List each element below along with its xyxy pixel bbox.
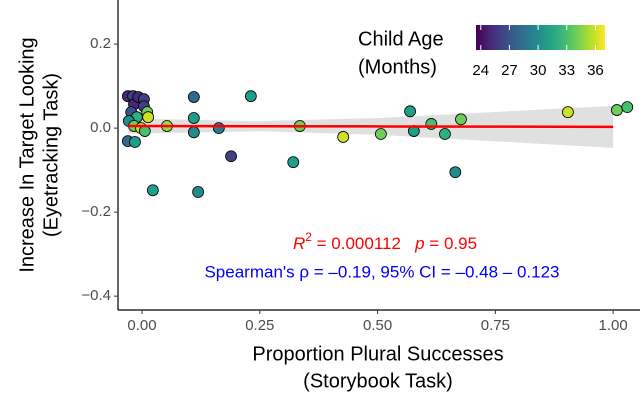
y-axis-title: Increase In Target Looking — [16, 37, 38, 272]
data-point — [374, 128, 387, 140]
data-point — [129, 136, 141, 148]
data-point — [146, 184, 159, 197]
x-axis-title: Proportion Plural Successes — [252, 343, 503, 365]
data-point — [244, 90, 257, 103]
data-point — [187, 112, 200, 124]
x-tick-label: 0.75 — [481, 317, 510, 334]
annotation-part: R — [293, 234, 305, 253]
x-tick-label: 0.50 — [363, 317, 392, 334]
colorbar-tick-label: 33 — [558, 62, 575, 79]
annotation-part: = 0.000112 — [312, 234, 415, 253]
legend-title: Child Age — [358, 28, 444, 50]
data-point — [187, 91, 200, 103]
x-tick-label: 0.00 — [127, 317, 156, 334]
colorbar-tick-label: 27 — [501, 62, 518, 79]
colorbar — [476, 25, 605, 50]
colorbar-tick-label: 36 — [587, 62, 604, 79]
data-point — [212, 122, 225, 135]
data-point — [449, 166, 462, 179]
annotation-part: 2 — [305, 230, 312, 244]
data-point — [455, 113, 467, 126]
annotation-part: p — [414, 234, 424, 253]
annotation: Spearman's ρ = –0.19, 95% CI = –0.48 – 0… — [204, 262, 559, 281]
x-tick-label: 0.25 — [245, 317, 274, 334]
y-tick-label: 0.0 — [90, 119, 111, 136]
data-point — [562, 106, 574, 119]
data-point — [287, 156, 300, 169]
annotation: R2 = 0.000112 p = 0.95 — [293, 230, 477, 253]
legend-title: (Months) — [358, 56, 437, 78]
data-point — [611, 104, 623, 116]
data-point — [621, 101, 634, 114]
annotation-part: = 0.95 — [425, 234, 477, 253]
data-point — [142, 111, 155, 124]
x-tick-label: 1.00 — [599, 317, 628, 334]
y-axis-title: (Eyetracking Task) — [40, 73, 62, 237]
data-point — [439, 128, 451, 140]
y-tick-label: 0.2 — [90, 35, 111, 52]
data-point — [187, 126, 200, 139]
data-point — [337, 131, 350, 143]
y-tick-label: −0.2 — [81, 203, 111, 220]
data-point — [225, 150, 237, 163]
x-axis-title: (Storybook Task) — [303, 370, 453, 392]
data-point — [404, 105, 416, 118]
colorbar-tick-label: 24 — [472, 62, 489, 79]
y-tick-label: −0.4 — [81, 287, 111, 304]
regression-line — [127, 124, 614, 129]
colorbar-tick-label: 30 — [530, 62, 547, 79]
data-point — [192, 186, 204, 198]
